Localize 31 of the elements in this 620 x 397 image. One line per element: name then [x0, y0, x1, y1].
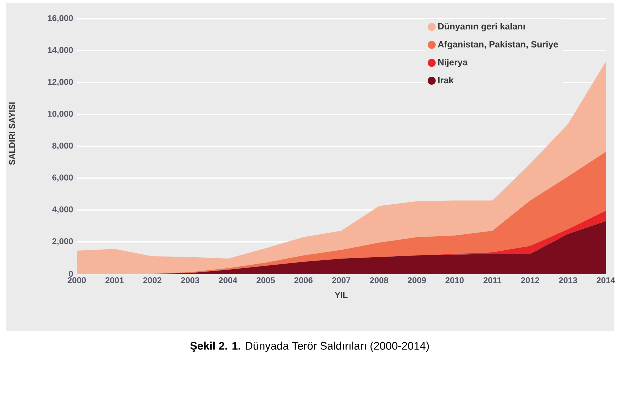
y-tick-label: 4,000	[52, 206, 74, 214]
y-tick-label: 6,000	[52, 174, 74, 182]
x-tick-label: 2002	[143, 278, 162, 284]
y-tick-label: 2,000	[52, 238, 74, 246]
x-tick-label: 2000	[68, 278, 86, 284]
x-tick-label: 2004	[219, 278, 238, 284]
y-tick-label: 0	[69, 271, 74, 277]
y-tick-label: 16,000	[48, 15, 74, 23]
x-tick-label: 2006	[294, 278, 313, 284]
x-tick-label: 2013	[559, 278, 578, 284]
legend-label: Nijerya	[438, 59, 468, 68]
y-tick-label: 10,000	[48, 111, 74, 118]
x-tick-label: 2001	[106, 278, 124, 284]
text: Şekil 2. 1. Dünyada Terör Saldırıları (2000-2014)	[190, 342, 430, 352]
x-tick-label: 2014	[596, 278, 616, 284]
x-tick-label: 2005	[256, 278, 276, 284]
legend-label: Afganistan, Pakistan, Suriye	[438, 41, 558, 50]
x-tick-label: 2012	[521, 278, 540, 284]
y-axis-title: SALDIRI SAYISI	[9, 102, 16, 166]
x-tick-label: 2008	[370, 278, 388, 284]
x-tick-label: 2009	[408, 278, 426, 284]
y-tick-label: 12,000	[48, 79, 74, 86]
y-tick-label: 8,000	[52, 142, 74, 150]
y-tick-label: 14,000	[48, 47, 74, 54]
x-tick-label: 2007	[332, 278, 351, 284]
x-tick-label: 2010	[446, 278, 464, 284]
legend-label: Irak	[438, 77, 454, 84]
x-tick-label: 2011	[484, 278, 502, 284]
x-axis-title: YIL	[335, 292, 348, 298]
x-tick-label: 2003	[181, 278, 200, 284]
legend-label: Dünyanın geri kalanı	[438, 23, 525, 32]
